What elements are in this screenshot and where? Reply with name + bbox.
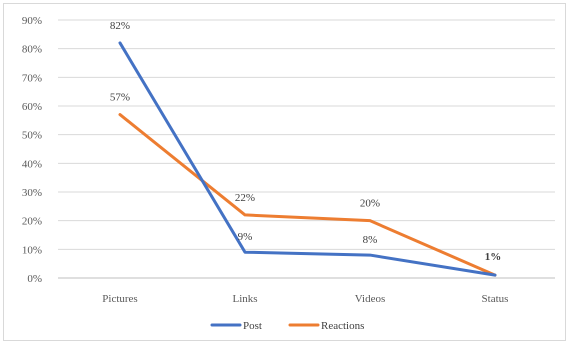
y-axis-tick-labels: 0% 10% 20% 30% 40% 50% 60% 70% 80% 90% xyxy=(22,15,42,285)
legend: Post Reactions xyxy=(212,320,364,332)
y-tick-label: 60% xyxy=(22,101,42,113)
data-label-reactions: 22% xyxy=(235,192,255,204)
x-tick-label: Status xyxy=(482,293,509,305)
x-tick-label: Pictures xyxy=(102,293,137,305)
data-label-post: 9% xyxy=(238,231,253,243)
data-label-post: 82% xyxy=(110,20,130,32)
data-label-post: 8% xyxy=(363,234,378,246)
y-tick-label: 50% xyxy=(22,130,42,142)
data-label-reactions: 20% xyxy=(360,198,380,210)
data-label-reactions: 57% xyxy=(110,92,130,104)
y-tick-label: 80% xyxy=(22,44,42,56)
legend-label-reactions: Reactions xyxy=(321,320,364,332)
y-tick-label: 10% xyxy=(22,244,42,256)
gridlines xyxy=(58,20,555,278)
y-tick-label: 70% xyxy=(22,72,42,84)
y-tick-label: 40% xyxy=(22,158,42,170)
y-tick-label: 0% xyxy=(27,273,42,285)
x-axis-tick-labels: Pictures Links Videos Status xyxy=(102,293,508,305)
y-tick-label: 20% xyxy=(22,216,42,228)
x-tick-label: Videos xyxy=(355,293,386,305)
data-labels: 82% 9% 8% 1% 57% 22% 20% xyxy=(110,20,501,263)
legend-label-post: Post xyxy=(243,320,262,332)
data-label-post: 1% xyxy=(485,251,502,263)
y-tick-label: 30% xyxy=(22,187,42,199)
y-tick-label: 90% xyxy=(22,15,42,27)
x-tick-label: Links xyxy=(232,293,257,305)
